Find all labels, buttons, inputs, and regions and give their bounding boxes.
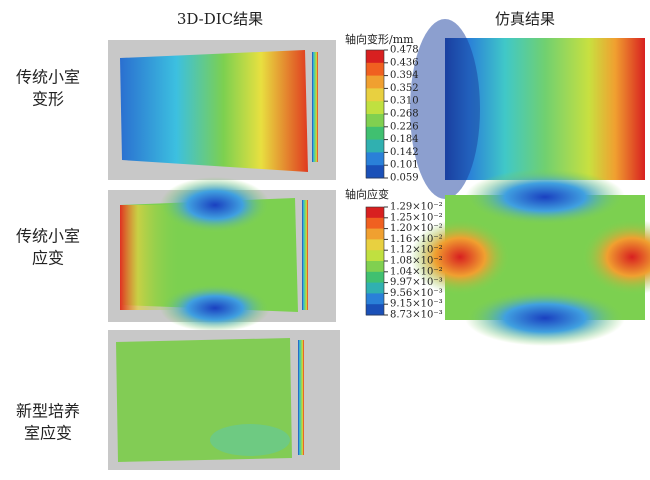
colorbar-label: 1.12×10⁻² [390,245,443,256]
header-dic: 3D-DIC结果 [177,10,263,28]
colorbar-label: 1.20×10⁻² [390,223,443,234]
sim-image [410,19,645,199]
colorbar-segment [366,304,384,316]
header-sim: 仿真结果 [495,10,555,28]
colorbar-label: 1.08×10⁻² [390,256,443,267]
colorbar-label: 8.73×10⁻³ [390,310,443,321]
colorbar-label: 0.436 [390,57,419,68]
colorbar-segment [366,207,384,219]
colorbar-segment [366,271,384,284]
colorbar-segment [366,114,384,128]
colorbar-label: 1.29×10⁻² [390,202,443,213]
colorbar-segment [366,282,384,294]
sim-image [410,169,650,346]
legend-title: 轴向应变 [345,187,389,201]
colorbar-segment [366,101,384,115]
colorbar-segment [366,228,384,240]
colorbar-label: 0.352 [390,83,419,94]
row-label: 应变 [32,249,64,268]
colorbar-segment [366,75,384,89]
colorbar-segment [366,293,384,305]
colorbar-segment [366,50,384,64]
row-label: 传统小室 [16,68,80,87]
colorbar-label: 0.226 [390,121,419,132]
colorbar-segment [366,152,384,166]
colorbar-segment [366,261,384,273]
row-label: 变形 [32,90,64,109]
colorbar-label: 9.15×10⁻³ [390,299,443,310]
colorbar-label: 0.478 [390,45,419,56]
row-label: 室应变 [24,424,72,443]
colorbar-label: 0.101 [390,160,419,171]
colorbar-label: 0.059 [390,173,419,184]
colorbar-label: 0.142 [390,147,419,158]
colorbar-segment [366,239,384,251]
colorbar-label: 9.56×10⁻³ [390,288,443,299]
row-label: 传统小室 [16,227,80,246]
colorbar-label: 1.25×10⁻² [390,212,443,223]
colorbar-segment [366,165,384,179]
colorbar-label: 0.310 [390,96,419,107]
row-label: 新型培养 [16,402,80,421]
colorbar-segment [366,139,384,153]
colorbar-segment [366,250,384,262]
colorbar-label: 1.16×10⁻² [390,234,443,245]
dic-image [108,40,336,180]
dic-image [108,177,336,332]
colorbar-label: 9.97×10⁻³ [390,277,443,288]
colorbar-label: 0.394 [390,70,419,81]
dic-image [108,330,340,470]
colorbar-segment [366,88,384,102]
colorbar-label: 1.04×10⁻² [390,266,443,277]
colorbar-label: 0.268 [390,109,419,120]
colorbar-segment [366,126,384,141]
colorbar-segment [366,217,384,230]
legend-title: 轴向变形/mm [345,32,414,46]
colorbar-segment [366,62,384,77]
colorbar-label: 0.184 [390,134,419,145]
